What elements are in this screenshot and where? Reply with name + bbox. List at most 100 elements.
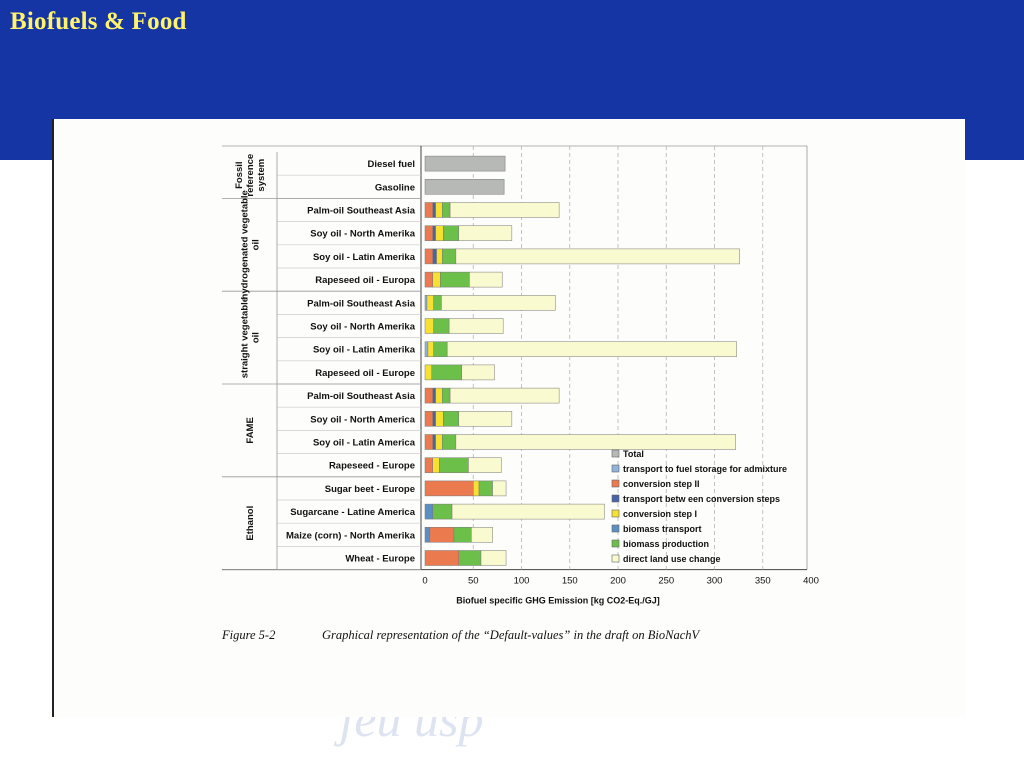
category-label: Rapeseed - Europe <box>329 461 415 472</box>
category-label: Soy oil - North Amerika <box>310 322 415 333</box>
bar-segment <box>473 480 480 497</box>
bar-segment <box>424 457 433 473</box>
category-label: Rapeseed oil - Europe <box>315 368 415 379</box>
bar-segment <box>424 225 433 241</box>
x-axis-label: Biofuel specific GHG Emission [kg CO2-Eq… <box>456 596 660 606</box>
bar-segment <box>441 295 556 311</box>
legend-swatch <box>611 509 620 518</box>
bar-segment <box>443 225 460 241</box>
category-label: Gasoline <box>375 182 415 193</box>
bar-segment <box>432 434 436 450</box>
group-label-line: system <box>256 159 267 192</box>
bar-segment <box>433 295 442 311</box>
bar-segment <box>442 202 451 218</box>
bar-segment <box>461 364 495 381</box>
figure-label: Figure 5-2 <box>222 628 276 642</box>
legend-label: conversion step II <box>623 479 700 489</box>
bar-segment <box>469 271 503 288</box>
bar-segment <box>449 202 560 218</box>
legend-label: transport to fuel storage for admixture <box>623 464 787 474</box>
legend-label: conversion step I <box>623 509 697 519</box>
bar-segment <box>455 248 740 265</box>
bar-segment <box>424 155 506 172</box>
category-label: Soy oil - Latin Amerika <box>313 345 416 356</box>
bar-segment <box>424 550 460 566</box>
bar-segment <box>468 457 502 473</box>
bar-segment <box>424 271 433 288</box>
legend-label: biomass transport <box>623 524 702 534</box>
bar-segment <box>458 550 482 566</box>
bar-segment <box>453 527 472 543</box>
bar-segment <box>432 503 453 520</box>
bar-segment <box>424 318 434 334</box>
figure-caption: Figure 5-2 Graphical representation of th… <box>222 628 699 643</box>
group-label-line: straight vegetable <box>240 297 251 378</box>
x-tick-label: 400 <box>803 576 819 587</box>
x-tick-label: 50 <box>468 576 479 587</box>
bar-segment <box>435 225 444 241</box>
category-label: Sugar beet - Europe <box>325 484 415 495</box>
bar-segment <box>436 248 443 265</box>
bar-segment <box>431 364 462 381</box>
bar-segment <box>442 387 451 404</box>
bar-segment <box>443 411 460 427</box>
bar-segment <box>471 527 493 543</box>
group-label-line: hydrogenated vegetable <box>240 190 251 299</box>
bar-segment <box>448 318 504 334</box>
group-label-line: reference <box>245 154 256 197</box>
category-label: Rapeseed oil - Europa <box>315 275 415 286</box>
bar-segment <box>424 295 428 311</box>
category-label: Soy oil - Latin America <box>313 438 416 449</box>
bar-segment <box>432 457 440 473</box>
bar-segment <box>429 527 455 543</box>
category-label: Palm-oil Southeast Asia <box>307 206 416 217</box>
group-label: FAME <box>245 417 256 443</box>
bar-segment <box>432 387 436 404</box>
bar-segment <box>442 434 457 450</box>
bar-segment <box>446 341 737 357</box>
bar-segment <box>432 248 437 265</box>
category-label: Sugarcane - Latine America <box>290 507 415 518</box>
group-label: Ethanol <box>245 506 256 541</box>
legend-label: biomass production <box>623 539 709 549</box>
bar-segment <box>440 271 470 288</box>
bar-segment <box>439 457 469 473</box>
bar-segment <box>458 225 513 241</box>
bar-segment <box>424 341 429 357</box>
bar-segment <box>449 387 560 404</box>
category-label: Wheat - Europe <box>345 554 415 565</box>
bar-segment <box>432 411 436 427</box>
bar-segment <box>433 341 448 357</box>
group-label: hydrogenated vegetableoil <box>240 190 262 299</box>
x-tick-label: 100 <box>514 576 530 587</box>
group-label: straight vegetableoil <box>240 297 262 378</box>
bar-segment <box>432 271 441 288</box>
bar-segment <box>455 434 736 450</box>
group-label-line: oil <box>251 239 262 250</box>
bar-segment <box>432 225 436 241</box>
slide-title: Biofuels & Food <box>10 8 187 35</box>
bar-segment <box>435 202 443 218</box>
legend-label: transport betw een conversion steps <box>623 494 780 504</box>
category-label: Diesel fuel <box>367 159 415 170</box>
bar-segment <box>426 295 434 311</box>
legend-swatch <box>611 554 620 563</box>
bar-segment <box>442 248 457 265</box>
bar-segment <box>435 387 443 404</box>
x-tick-label: 0 <box>422 576 427 587</box>
bar-segment <box>480 550 507 566</box>
bar-segment <box>424 179 505 195</box>
group-label-line: FAME <box>245 417 256 443</box>
legend-swatch <box>611 524 620 533</box>
category-label: Palm-oil Southeast Asia <box>307 391 416 402</box>
bar-segment <box>427 341 434 357</box>
bar-segment <box>435 411 444 427</box>
bar-segment <box>424 411 433 427</box>
group-label: Fossilreferencesystem <box>234 154 267 197</box>
bar-segment <box>424 387 433 404</box>
category-label: Palm-oil Southeast Asia <box>307 298 416 309</box>
group-label-line: Fossil <box>234 161 245 188</box>
legend-swatch <box>611 539 620 548</box>
legend-swatch <box>611 479 620 488</box>
category-label: Soy oil - Latin Amerika <box>313 252 416 263</box>
